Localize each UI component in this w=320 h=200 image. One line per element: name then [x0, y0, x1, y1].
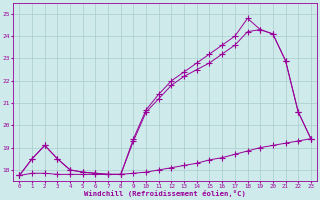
- X-axis label: Windchill (Refroidissement éolien,°C): Windchill (Refroidissement éolien,°C): [84, 190, 246, 197]
